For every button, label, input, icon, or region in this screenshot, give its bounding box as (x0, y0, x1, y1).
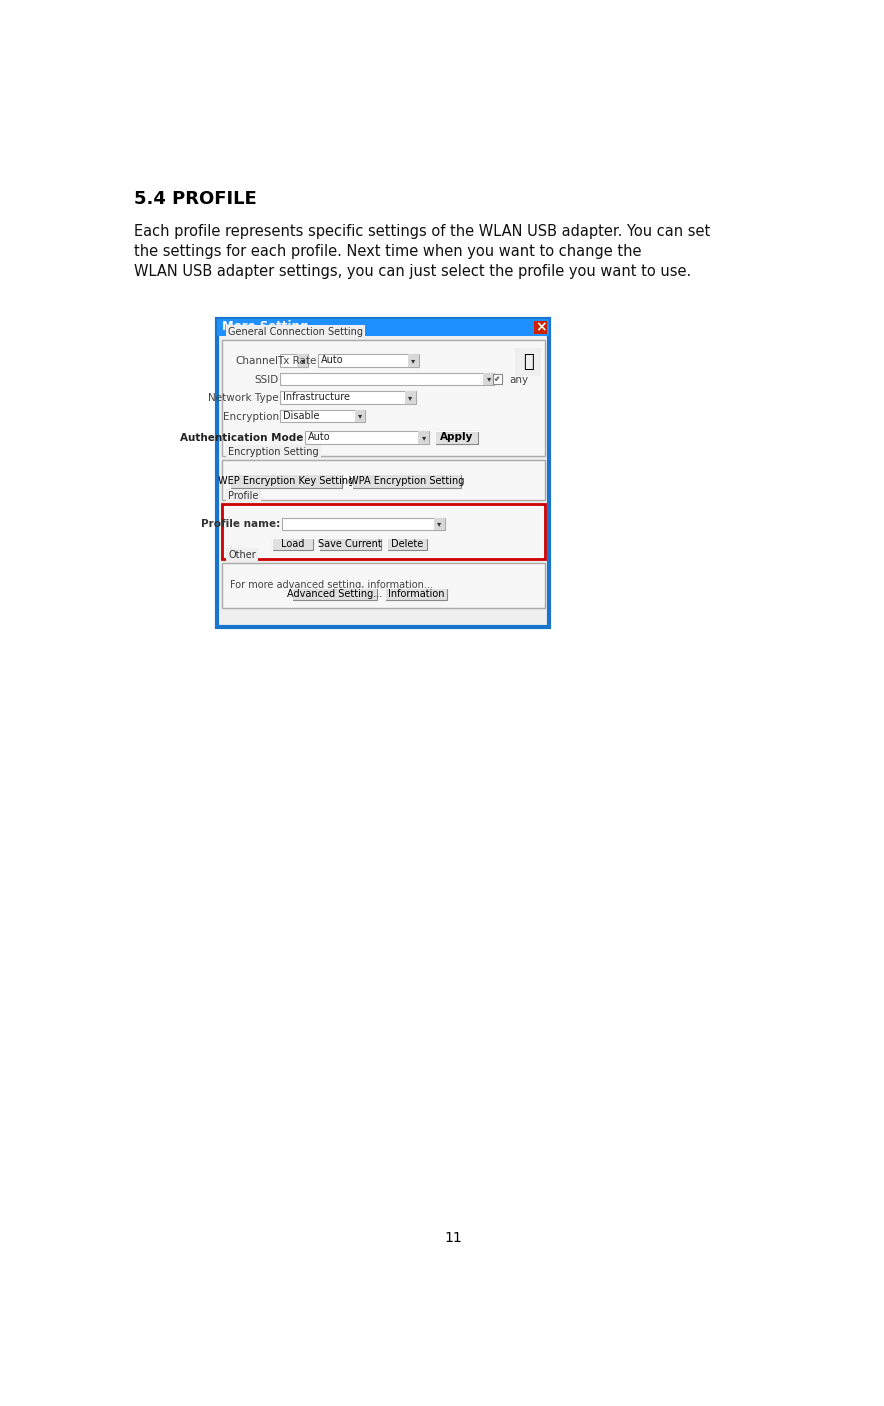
Bar (408, 354, 419, 367)
Bar (385, 588, 446, 600)
Bar (282, 517, 445, 530)
Bar (280, 354, 309, 367)
Text: 5.4 PROFILE: 5.4 PROFILE (133, 190, 256, 208)
Bar (405, 391, 415, 404)
Bar (280, 409, 365, 422)
Bar (292, 588, 377, 600)
Text: Tx Rate: Tx Rate (278, 356, 316, 366)
Text: ▾: ▾ (411, 356, 415, 366)
Text: ✓: ✓ (494, 375, 500, 382)
Text: For more advanced setting, information...: For more advanced setting, information..… (230, 579, 433, 591)
Bar (305, 432, 429, 444)
Text: Encryption: Encryption (223, 412, 278, 422)
Text: Disable: Disable (284, 411, 320, 420)
Bar (492, 374, 502, 384)
Bar (435, 432, 478, 444)
Bar (353, 474, 461, 488)
Text: Network Type: Network Type (208, 394, 278, 404)
Text: ▾: ▾ (437, 519, 441, 529)
Text: Other: Other (228, 550, 256, 560)
Text: Authentication Mode: Authentication Mode (180, 433, 303, 443)
Bar (319, 537, 381, 550)
Bar (280, 373, 494, 385)
Text: Auto: Auto (321, 356, 344, 366)
Text: ▾: ▾ (422, 433, 426, 441)
Bar (484, 373, 494, 385)
Text: More Setting...: More Setting... (222, 321, 323, 333)
Text: WPA Encryption Setting: WPA Encryption Setting (349, 475, 464, 485)
Text: ▾: ▾ (408, 392, 413, 402)
Bar (418, 432, 429, 444)
Bar (222, 503, 545, 560)
Bar (222, 340, 545, 456)
Bar (387, 537, 428, 550)
Text: Channel: Channel (236, 356, 278, 366)
Text: WLAN USB adapter settings, you can just select the profile you want to use.: WLAN USB adapter settings, you can just … (133, 264, 691, 280)
Text: Infrastructure: Infrastructure (284, 392, 350, 402)
Text: 📡: 📡 (522, 353, 534, 371)
Bar (230, 474, 342, 488)
Text: Auto: Auto (309, 433, 331, 443)
Bar (297, 354, 309, 367)
Text: ▾: ▾ (358, 412, 362, 420)
Text: Delete: Delete (392, 538, 423, 548)
Text: General Connection Setting: General Connection Setting (228, 328, 363, 337)
Bar (535, 321, 547, 333)
Text: ▾: ▾ (301, 356, 305, 366)
Bar (354, 409, 365, 422)
Text: Apply: Apply (440, 433, 473, 443)
Text: the settings for each profile. Next time when you want to change the: the settings for each profile. Next time… (133, 245, 641, 259)
Text: 11: 11 (444, 1232, 462, 1246)
Text: ✓: ✓ (494, 375, 500, 384)
Bar (272, 537, 313, 550)
Bar (217, 319, 549, 627)
Text: Profile name:: Profile name: (201, 519, 280, 530)
Bar (222, 562, 545, 607)
Bar (434, 517, 445, 530)
Bar (515, 349, 541, 375)
Text: WEP Encryption Key Setting: WEP Encryption Key Setting (218, 475, 354, 485)
Bar (222, 460, 545, 499)
Text: ×: × (535, 321, 546, 335)
Text: Profile: Profile (228, 491, 259, 501)
Text: Advanced Setting...: Advanced Setting... (286, 589, 382, 599)
Text: SSID: SSID (255, 375, 278, 385)
Text: Load: Load (281, 538, 304, 548)
Text: Save Current: Save Current (318, 538, 382, 548)
Bar (217, 319, 549, 336)
Bar (280, 391, 415, 404)
Text: Each profile represents specific settings of the WLAN USB adapter. You can set: Each profile represents specific setting… (133, 224, 710, 239)
Text: Encryption Setting: Encryption Setting (228, 447, 319, 457)
Text: Information: Information (387, 589, 444, 599)
Text: any: any (509, 375, 529, 385)
Bar (318, 354, 419, 367)
Text: ▾: ▾ (486, 374, 491, 384)
